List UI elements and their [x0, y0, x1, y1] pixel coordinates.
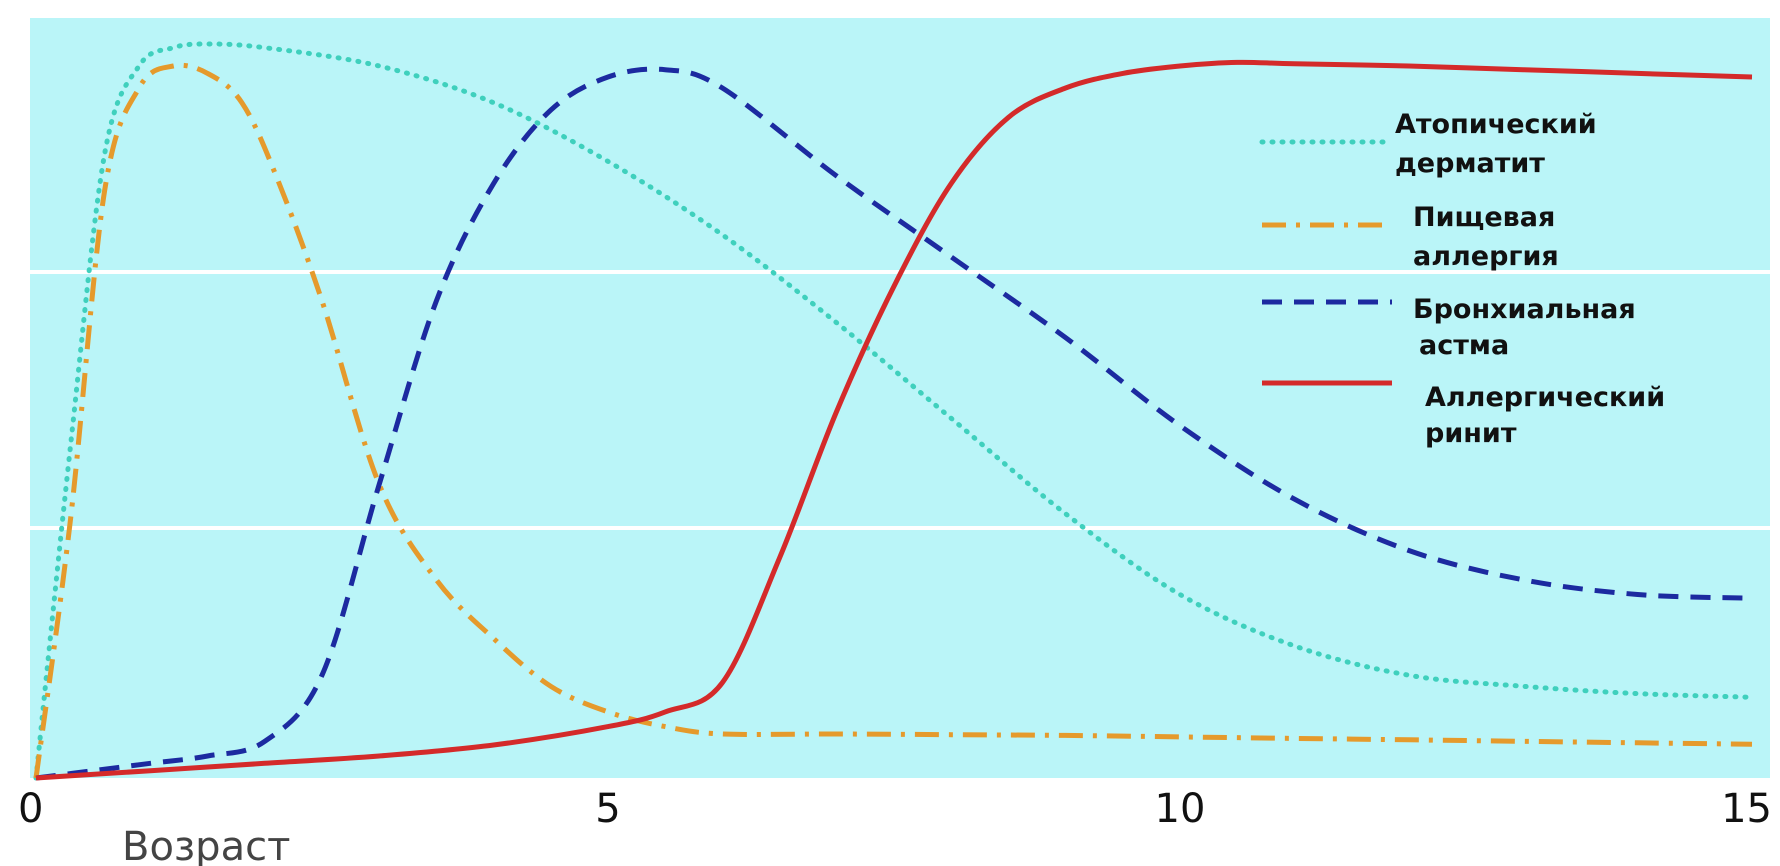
x-tick-label: 5 — [595, 786, 620, 832]
series-line-atopic-dermatitis — [33, 41, 1755, 781]
plot-background — [30, 18, 1770, 778]
series-layer — [33, 41, 1755, 781]
x-tick-label: 15 — [1721, 786, 1772, 832]
x-axis-title: Возраст — [122, 824, 290, 866]
legend-label-bronchial-asthma-line2: астма — [1419, 330, 1509, 361]
x-tick-label: 10 — [1155, 786, 1206, 832]
legend-label-allergic-rhinitis-line2: ринит — [1425, 418, 1517, 449]
legend-label-food-allergy-line2: аллергия — [1413, 241, 1559, 272]
series-line-allergic-rhinitis — [35, 59, 1753, 781]
legend-label-atopic-dermatitis-line1: Атопический — [1395, 109, 1597, 140]
legend-label-atopic-dermatitis-line2: дерматит — [1395, 148, 1545, 179]
series-line-food-allergy — [33, 62, 1753, 779]
legend-label-bronchial-asthma-line1: Бронхиальная — [1413, 294, 1636, 325]
x-axis-ticks: 0 5 10 15 — [18, 786, 1772, 832]
series-line-bronchial-asthma — [35, 66, 1753, 781]
x-tick-label: 0 — [18, 786, 43, 832]
legend: Атопический дерматит Пищевая аллергия Бронхи… — [1259, 109, 1665, 449]
legend-label-food-allergy-line1: Пищевая — [1413, 202, 1555, 233]
legend-label-allergic-rhinitis-line1: Аллергический — [1425, 382, 1665, 413]
